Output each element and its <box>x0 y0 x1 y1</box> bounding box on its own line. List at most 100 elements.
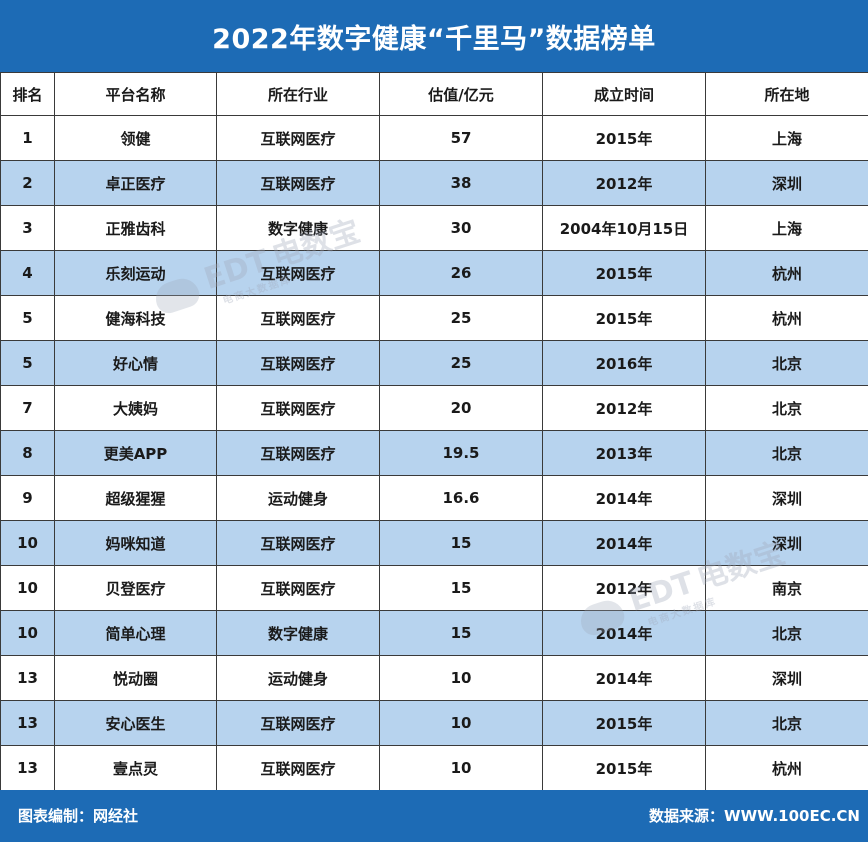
industry-cell: 互联网医疗 <box>216 340 380 386</box>
rank-cell: 5 <box>0 340 55 386</box>
location-cell: 北京 <box>705 385 868 431</box>
valuation-cell: 19.5 <box>379 430 543 476</box>
table-row: 10 妈咪知道 互联网医疗 15 2014年 深圳 <box>0 520 868 566</box>
industry-cell: 互联网医疗 <box>216 520 380 566</box>
rank-cell: 1 <box>0 115 55 161</box>
location-cell: 北京 <box>705 340 868 386</box>
footer-compiler: 图表编制：网经社 <box>18 807 139 825</box>
platform-name-cell: 超级猩猩 <box>54 475 217 521</box>
industry-cell: 互联网医疗 <box>216 115 380 161</box>
table-row: 4 乐刻运动 互联网医疗 26 2015年 杭州 <box>0 250 868 296</box>
location-cell: 深圳 <box>705 475 868 521</box>
ranking-table: 排名 平台名称 所在行业 估值/亿元 成立时间 所在地 1 领健 互联网医疗 57 2015年 上海… <box>0 72 868 791</box>
location-cell: 杭州 <box>705 295 868 341</box>
location-cell: 杭州 <box>705 250 868 296</box>
rank-cell: 13 <box>0 655 55 701</box>
industry-cell: 数字健康 <box>216 610 380 656</box>
valuation-cell: 25 <box>379 295 543 341</box>
founded-cell: 2014年 <box>542 475 706 521</box>
column-header: 成立时间 <box>542 72 706 116</box>
table-body: 1 领健 互联网医疗 57 2015年 上海 2 卓正医疗 互联网医疗 38 2012年 深圳 3 正雅齿… <box>0 115 868 791</box>
founded-cell: 2015年 <box>542 700 706 746</box>
table-header-row: 排名 平台名称 所在行业 估值/亿元 成立时间 所在地 <box>0 72 868 116</box>
table-row: 13 安心医生 互联网医疗 10 2015年 北京 <box>0 700 868 746</box>
platform-name-cell: 更美APP <box>54 430 217 476</box>
industry-cell: 互联网医疗 <box>216 745 380 791</box>
column-header: 排名 <box>0 72 55 116</box>
industry-cell: 运动健身 <box>216 655 380 701</box>
table-row: 2 卓正医疗 互联网医疗 38 2012年 深圳 <box>0 160 868 206</box>
location-cell: 北京 <box>705 430 868 476</box>
valuation-cell: 57 <box>379 115 543 161</box>
column-header: 估值/亿元 <box>379 72 543 116</box>
rank-cell: 4 <box>0 250 55 296</box>
founded-cell: 2014年 <box>542 520 706 566</box>
rank-cell: 5 <box>0 295 55 341</box>
location-cell: 上海 <box>705 205 868 251</box>
industry-cell: 互联网医疗 <box>216 430 380 476</box>
footer-source: 数据来源：WWW.100EC.CN <box>649 807 860 825</box>
platform-name-cell: 领健 <box>54 115 217 161</box>
founded-cell: 2016年 <box>542 340 706 386</box>
valuation-cell: 15 <box>379 610 543 656</box>
ranking-table-wrap: 排名 平台名称 所在行业 估值/亿元 成立时间 所在地 1 领健 互联网医疗 57 2015年 上海… <box>0 72 868 791</box>
valuation-cell: 10 <box>379 700 543 746</box>
industry-cell: 数字健康 <box>216 205 380 251</box>
platform-name-cell: 妈咪知道 <box>54 520 217 566</box>
platform-name-cell: 健海科技 <box>54 295 217 341</box>
platform-name-cell: 好心情 <box>54 340 217 386</box>
platform-name-cell: 贝登医疗 <box>54 565 217 611</box>
founded-cell: 2013年 <box>542 430 706 476</box>
rank-cell: 2 <box>0 160 55 206</box>
location-cell: 北京 <box>705 610 868 656</box>
industry-cell: 互联网医疗 <box>216 700 380 746</box>
valuation-cell: 15 <box>379 520 543 566</box>
table-row: 13 悦动圈 运动健身 10 2014年 深圳 <box>0 655 868 701</box>
table-row: 10 简单心理 数字健康 15 2014年 北京 <box>0 610 868 656</box>
platform-name-cell: 悦动圈 <box>54 655 217 701</box>
founded-cell: 2014年 <box>542 610 706 656</box>
column-header: 平台名称 <box>54 72 217 116</box>
rank-cell: 9 <box>0 475 55 521</box>
table-row: 7 大姨妈 互联网医疗 20 2012年 北京 <box>0 385 868 431</box>
rank-cell: 10 <box>0 565 55 611</box>
rank-cell: 13 <box>0 745 55 791</box>
industry-cell: 互联网医疗 <box>216 250 380 296</box>
valuation-cell: 38 <box>379 160 543 206</box>
valuation-cell: 16.6 <box>379 475 543 521</box>
industry-cell: 互联网医疗 <box>216 385 380 431</box>
table-row: 8 更美APP 互联网医疗 19.5 2013年 北京 <box>0 430 868 476</box>
location-cell: 上海 <box>705 115 868 161</box>
platform-name-cell: 乐刻运动 <box>54 250 217 296</box>
rank-cell: 8 <box>0 430 55 476</box>
rank-cell: 3 <box>0 205 55 251</box>
column-header: 所在行业 <box>216 72 380 116</box>
founded-cell: 2012年 <box>542 565 706 611</box>
table-row: 3 正雅齿科 数字健康 30 2004年10月15日 上海 <box>0 205 868 251</box>
valuation-cell: 15 <box>379 565 543 611</box>
location-cell: 深圳 <box>705 160 868 206</box>
table-row: 5 好心情 互联网医疗 25 2016年 北京 <box>0 340 868 386</box>
valuation-cell: 20 <box>379 385 543 431</box>
location-cell: 深圳 <box>705 520 868 566</box>
rank-cell: 7 <box>0 385 55 431</box>
platform-name-cell: 壹点灵 <box>54 745 217 791</box>
column-header: 所在地 <box>705 72 868 116</box>
table-row: 10 贝登医疗 互联网医疗 15 2012年 南京 <box>0 565 868 611</box>
industry-cell: 互联网医疗 <box>216 565 380 611</box>
table-row: 9 超级猩猩 运动健身 16.6 2014年 深圳 <box>0 475 868 521</box>
platform-name-cell: 卓正医疗 <box>54 160 217 206</box>
platform-name-cell: 安心医生 <box>54 700 217 746</box>
founded-cell: 2015年 <box>542 745 706 791</box>
valuation-cell: 10 <box>379 745 543 791</box>
valuation-cell: 10 <box>379 655 543 701</box>
valuation-cell: 25 <box>379 340 543 386</box>
industry-cell: 运动健身 <box>216 475 380 521</box>
platform-name-cell: 正雅齿科 <box>54 205 217 251</box>
location-cell: 南京 <box>705 565 868 611</box>
founded-cell: 2014年 <box>542 655 706 701</box>
industry-cell: 互联网医疗 <box>216 295 380 341</box>
valuation-cell: 30 <box>379 205 543 251</box>
founded-cell: 2015年 <box>542 250 706 296</box>
